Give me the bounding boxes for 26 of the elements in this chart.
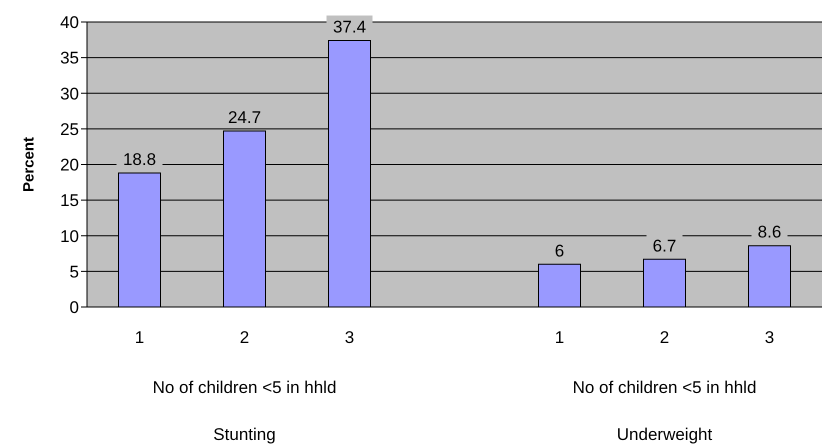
text: No of children <5 in hhld bbox=[152, 378, 338, 398]
text: No of children <5 in hhld bbox=[572, 378, 758, 398]
data-label: 24.7 bbox=[228, 108, 262, 128]
x-tick-label: 2 bbox=[660, 328, 670, 348]
y-tick-label: 35 bbox=[60, 48, 79, 68]
data-label: 37.4 bbox=[332, 18, 366, 37]
y-tick-label: 25 bbox=[60, 120, 79, 139]
x-tick-label: 1 bbox=[554, 328, 564, 348]
y-tick-label: 15 bbox=[60, 191, 79, 210]
x-tick-label: 2 bbox=[240, 328, 250, 348]
x-tick-label: 3 bbox=[344, 328, 354, 348]
y-tick-label: 5 bbox=[70, 262, 79, 282]
x-tick-label: 1 bbox=[134, 328, 144, 348]
data-label: 6.7 bbox=[652, 236, 676, 256]
x-tick-label: 3 bbox=[764, 328, 774, 348]
y-tick-label: 20 bbox=[60, 156, 79, 175]
y-tick-label: 0 bbox=[70, 298, 79, 318]
y-axis-title: Percent bbox=[20, 136, 38, 192]
text: Stunting bbox=[212, 425, 277, 445]
data-label: 18.8 bbox=[122, 150, 156, 170]
text: Underweight bbox=[616, 425, 714, 445]
y-tick-label: 40 bbox=[60, 13, 79, 32]
y-tick-label: 10 bbox=[60, 226, 79, 246]
data-label: 6 bbox=[554, 241, 564, 260]
data-label: 8.6 bbox=[758, 222, 782, 242]
y-tick-label: 30 bbox=[60, 84, 79, 104]
